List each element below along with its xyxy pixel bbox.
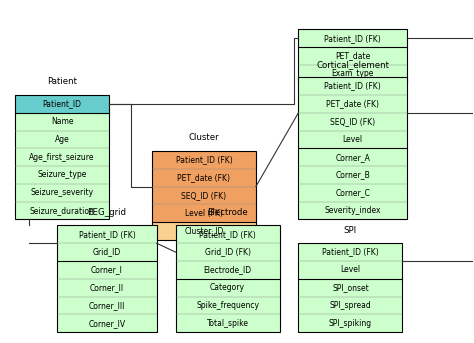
Text: Corner_III: Corner_III [89,301,125,310]
Text: Corner_A: Corner_A [335,153,370,162]
Text: Corner_B: Corner_B [336,170,370,179]
Bar [299,47,407,83]
Text: PET_date: PET_date [335,51,370,60]
Text: Level: Level [340,265,361,274]
Text: Cluster: Cluster [189,133,219,142]
Bar [299,148,407,219]
Bar [299,77,407,219]
Text: Seizure_severity: Seizure_severity [30,188,94,197]
Text: Electrode_ID: Electrode_ID [203,265,252,274]
Text: Corner_I: Corner_I [91,265,123,274]
Text: Level (FK): Level (FK) [185,209,223,218]
Text: Patient_ID (FK): Patient_ID (FK) [175,155,232,164]
Text: Category: Category [210,283,245,292]
Text: SPI_onset: SPI_onset [332,283,369,292]
Text: Patient_ID (FK): Patient_ID (FK) [324,34,381,43]
Bar [175,225,280,332]
Bar [299,29,407,83]
Bar [57,225,156,261]
Text: SPI_spiking: SPI_spiking [329,319,372,328]
Text: Cluster_ID: Cluster_ID [184,226,224,235]
Text: Seizure_type: Seizure_type [37,170,87,179]
Text: Level: Level [343,135,363,144]
Text: Total_spike: Total_spike [207,319,248,328]
Text: Patient_ID (FK): Patient_ID (FK) [79,230,136,239]
Text: Cortical_element: Cortical_element [316,60,389,69]
Bar [152,222,256,240]
Bar [299,279,402,332]
Bar [299,77,407,148]
Text: Grid_ID (FK): Grid_ID (FK) [205,248,251,257]
Bar [57,261,156,332]
Text: Corner_II: Corner_II [90,283,124,292]
Text: SEQ_ID (FK): SEQ_ID (FK) [182,191,227,200]
Bar [152,151,256,222]
Text: Patient_ID (FK): Patient_ID (FK) [322,248,379,257]
Text: PET_date (FK): PET_date (FK) [177,173,230,182]
Bar [152,151,256,240]
Text: Spike_frequency: Spike_frequency [196,301,259,310]
Text: Corner_IV: Corner_IV [89,319,126,328]
Text: Patient_ID (FK): Patient_ID (FK) [199,230,256,239]
Bar [299,29,407,47]
Text: PET_date (FK): PET_date (FK) [326,99,379,108]
Bar [57,225,156,332]
Text: SEQ_ID (FK): SEQ_ID (FK) [330,117,375,126]
Text: EEG_grid: EEG_grid [88,208,127,217]
Bar [175,225,280,279]
Text: Corner_C: Corner_C [335,188,370,197]
Text: Age: Age [55,135,70,144]
Bar [299,243,402,332]
Text: Patient_ID: Patient_ID [43,99,82,108]
Text: SPI: SPI [344,226,357,235]
Text: Patient_ID (FK): Patient_ID (FK) [324,82,381,91]
Text: Exam_type: Exam_type [332,69,374,78]
Text: Seizure_duration: Seizure_duration [30,206,95,215]
Text: Patient: Patient [47,78,77,86]
Bar [15,113,109,219]
Bar [299,243,402,279]
Bar [15,95,109,219]
Text: Name: Name [51,117,73,126]
Text: Grid_ID: Grid_ID [93,248,121,257]
Text: Age_first_seizure: Age_first_seizure [29,153,95,162]
Bar [15,95,109,113]
Bar [175,279,280,332]
Text: Electrode: Electrode [207,208,248,217]
Text: SPI_spread: SPI_spread [329,301,371,310]
Text: Severity_index: Severity_index [325,206,381,215]
